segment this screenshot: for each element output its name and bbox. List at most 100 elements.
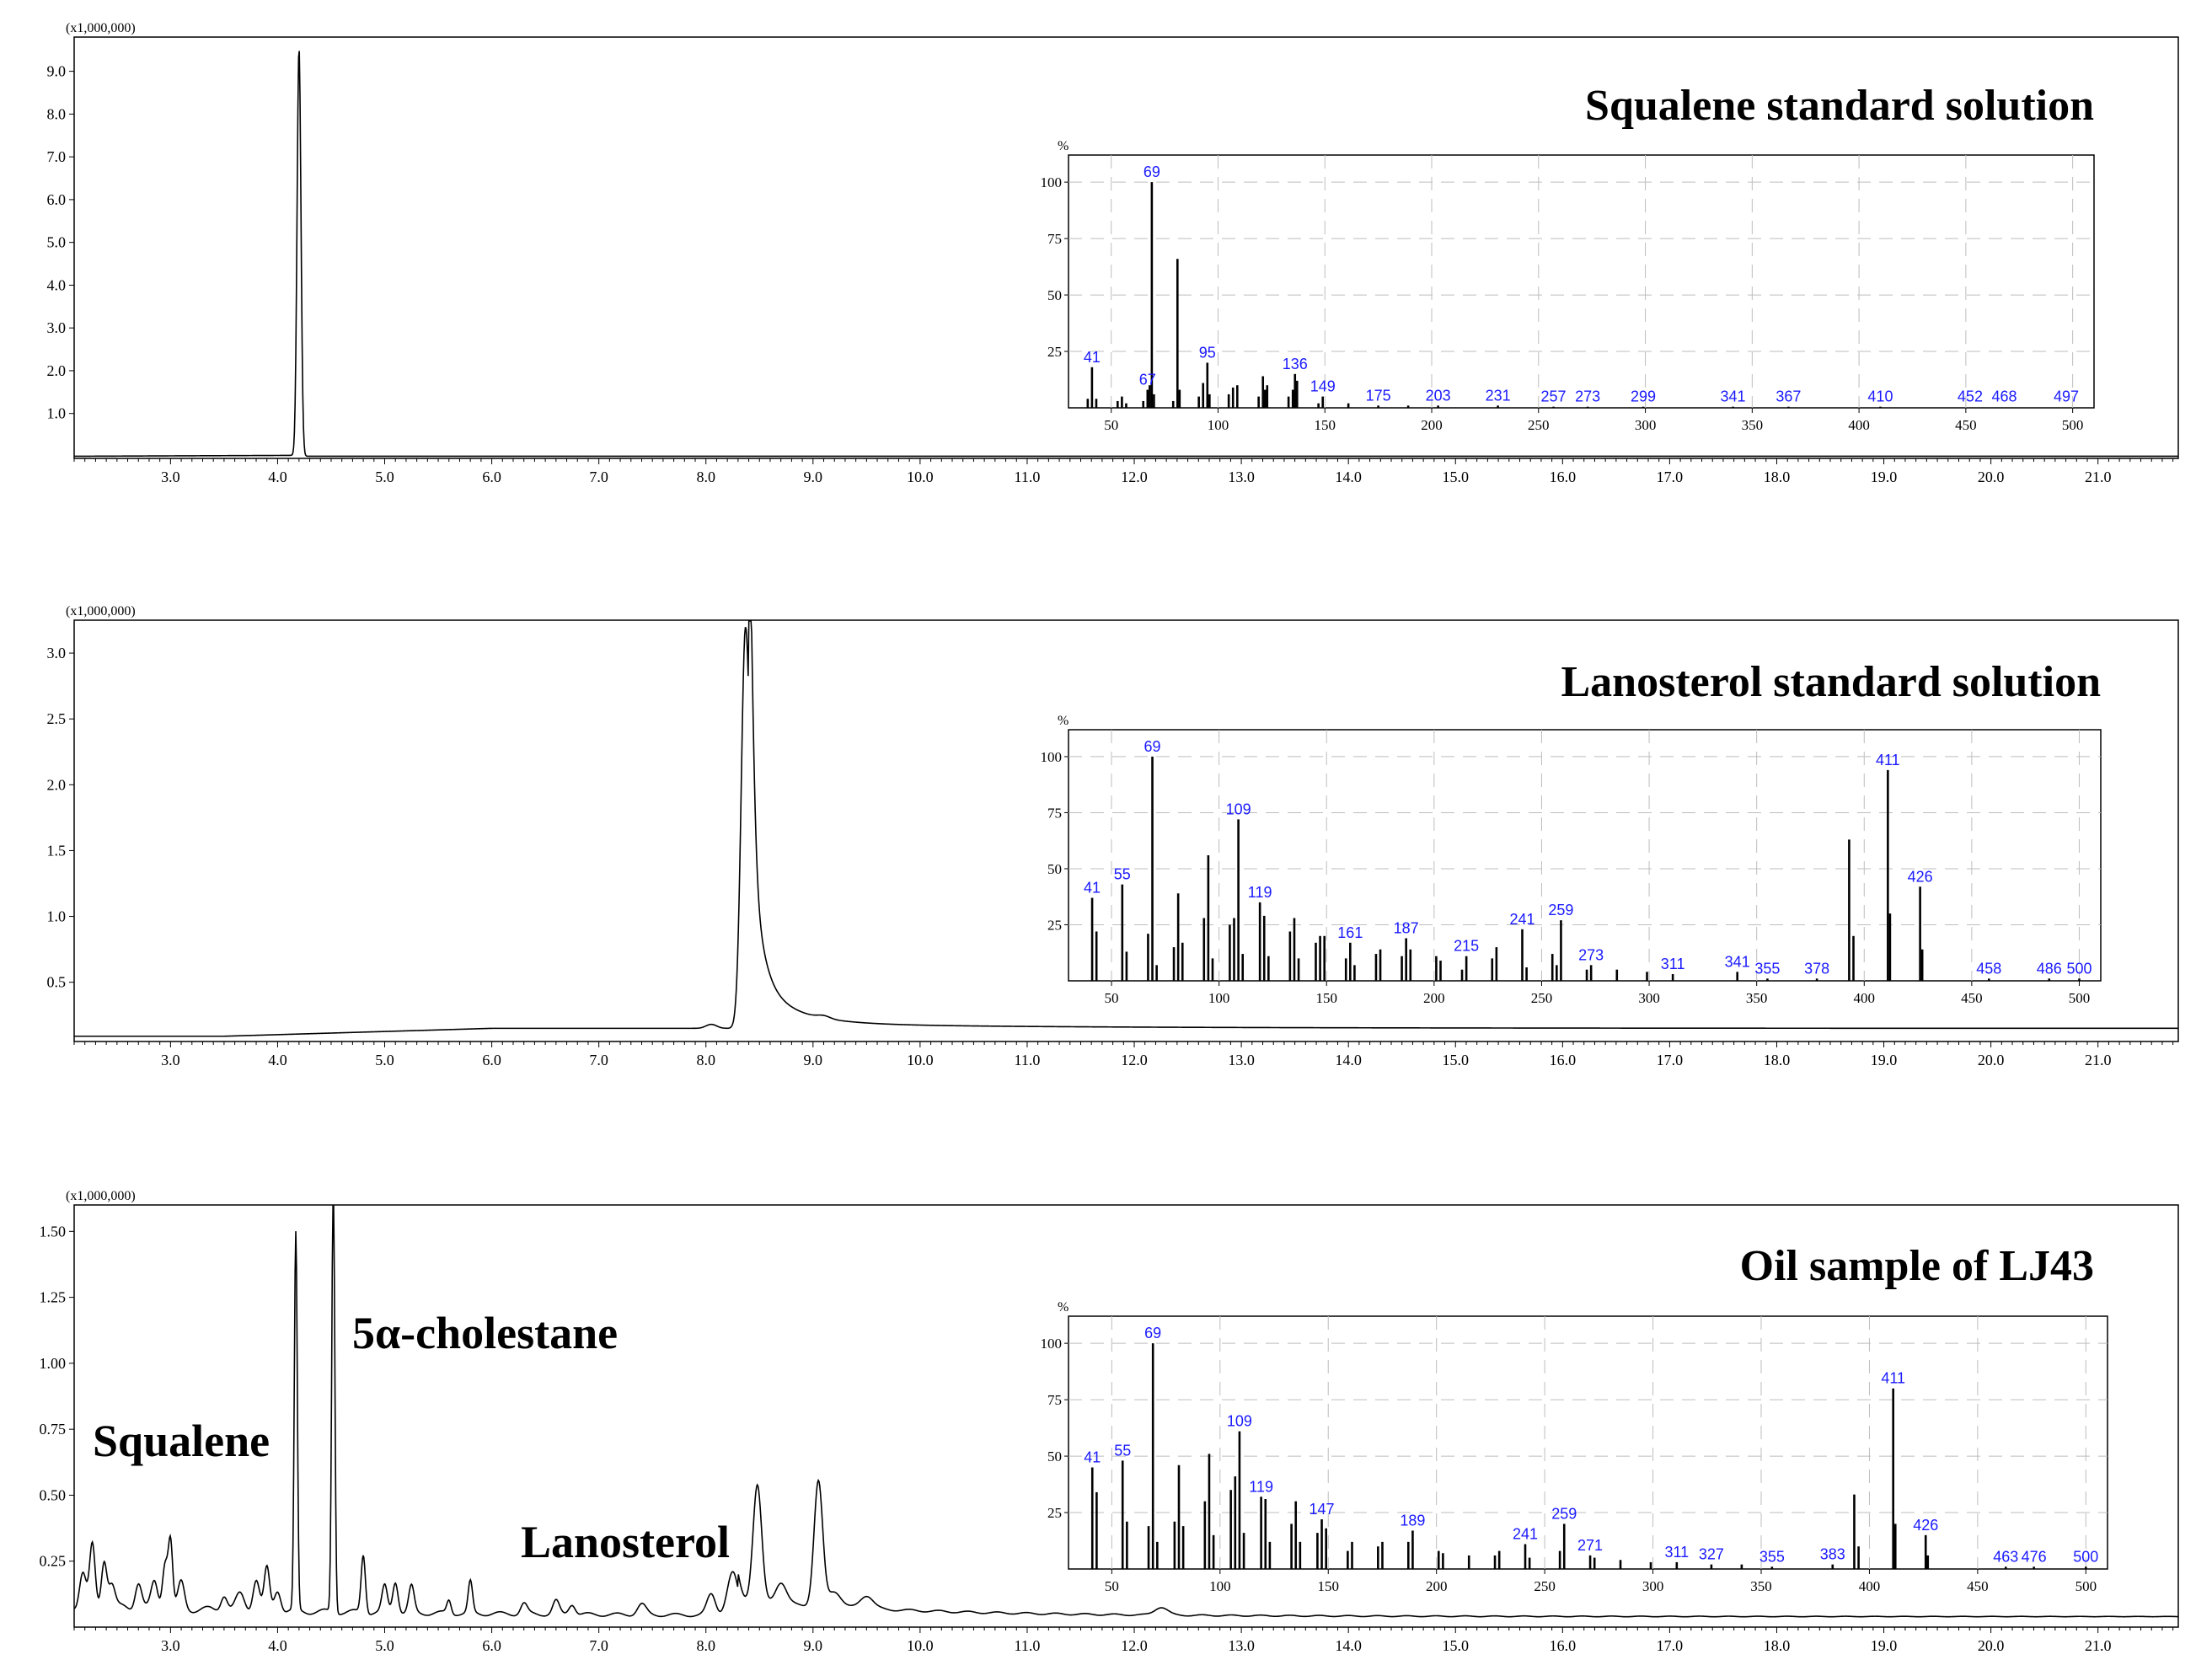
peak-label: 355 [1754, 960, 1780, 977]
x-tick-label: 9.0 [804, 469, 823, 485]
inset-x-tick-label: 200 [1426, 1578, 1448, 1594]
annotation-squalene: Squalene [93, 1416, 270, 1466]
x-tick-label: 20.0 [1978, 1052, 2005, 1068]
peak-label: 341 [1725, 953, 1750, 970]
x-tick-label: 21.0 [2085, 1052, 2112, 1068]
inset-x-tick-label: 300 [1642, 1578, 1664, 1594]
chromatogram-line [74, 51, 2178, 458]
panel-title: Oil sample of LJ43 [1740, 1242, 2094, 1290]
x-tick-label: 20.0 [1978, 1637, 2005, 1654]
inset-y-tick-label: 50 [1047, 861, 1062, 877]
peak-label: 411 [1876, 752, 1900, 768]
x-tick-label: 19.0 [1871, 1637, 1898, 1654]
y-tick-label: 3.0 [47, 319, 67, 336]
x-tick-label: 17.0 [1657, 1052, 1684, 1068]
y-tick-label: 6.0 [47, 191, 67, 208]
x-tick-label: 4.0 [268, 1637, 287, 1654]
y-tick-label: 2.5 [47, 710, 67, 727]
y-tick-label: 1.0 [47, 405, 67, 422]
panel-oil-sample: (x1,000,000) 3.0 4.0 5.0 6.0 7.0 8.0 9.0 10.0 11… [40, 1189, 2179, 1654]
peak-label: 69 [1144, 1325, 1161, 1341]
y-tick-label: 2.0 [47, 776, 67, 793]
inset-frame [1068, 729, 2102, 982]
peak-label: 55 [1114, 1442, 1131, 1459]
peak-label: 95 [1199, 344, 1216, 361]
inset-x-tick-label: 400 [1848, 417, 1870, 433]
peak-label: 41 [1084, 880, 1101, 897]
mass-spectrum-inset: % 50 100 150 200 250 300 350 400 450 500 25 50 75 100… [1041, 714, 2102, 1006]
inset-x-tick-label: 250 [1531, 990, 1553, 1006]
inset-content: 50 100 150 200 250 300 350 400 450 500 25 50 75 100 41… [1041, 1316, 2108, 1594]
peak-label: 69 [1144, 738, 1161, 755]
peak-label: 161 [1337, 924, 1363, 941]
peak-label: 383 [1820, 1546, 1845, 1563]
inset-y-tick-label: 75 [1047, 231, 1062, 247]
x-tick-label: 8.0 [696, 469, 715, 485]
inset-y-tick-label: 50 [1047, 287, 1062, 303]
inset-y-unit: % [1058, 139, 1069, 153]
peak-label: 231 [1486, 387, 1511, 404]
x-tick-label: 6.0 [482, 469, 501, 485]
x-tick-label: 18.0 [1764, 1637, 1791, 1654]
peak-label: 273 [1575, 388, 1600, 405]
inset-y-tick-label: 100 [1041, 1336, 1063, 1352]
x-tick-label: 12.0 [1121, 469, 1148, 485]
x-tick-label: 13.0 [1228, 1637, 1255, 1654]
inset-x-tick-label: 450 [1961, 990, 1983, 1006]
peak-label: 175 [1366, 387, 1391, 404]
peak-label: 67 [1139, 372, 1156, 388]
y-tick-label: 0.50 [40, 1486, 67, 1503]
peak-label: 378 [1804, 960, 1829, 977]
peak-label: 109 [1227, 1413, 1252, 1430]
inset-y-tick-label: 75 [1047, 805, 1062, 821]
inset-y-unit: % [1058, 1300, 1069, 1315]
inset-frame [1068, 1315, 2108, 1570]
peak-label: 410 [1867, 388, 1893, 405]
peak-label: 215 [1454, 938, 1479, 955]
inset-x-tick-label: 50 [1105, 1578, 1119, 1594]
inset-y-tick-label: 75 [1047, 1392, 1062, 1408]
x-tick-label: 19.0 [1871, 1052, 1898, 1068]
y-tick-label: 0.25 [40, 1553, 67, 1570]
x-tick-label: 10.0 [907, 1637, 934, 1654]
y-tick-label: 3.0 [47, 645, 67, 661]
axes: 3.0 4.0 5.0 6.0 7.0 8.0 9.0 10.0 11.0 12.0 13.0 14.… [40, 1223, 2174, 1654]
inset-x-tick-label: 350 [1742, 417, 1764, 433]
x-tick-label: 11.0 [1015, 1637, 1041, 1654]
x-tick-label: 7.0 [589, 1637, 608, 1654]
peak-label: 241 [1509, 911, 1534, 928]
x-tick-label: 5.0 [375, 469, 394, 485]
peak-label: 426 [1908, 868, 1933, 885]
inset-x-tick-label: 400 [1859, 1578, 1881, 1594]
x-tick-label: 13.0 [1228, 469, 1255, 485]
inset-x-tick-label: 300 [1635, 417, 1657, 433]
x-tick-label: 17.0 [1657, 469, 1684, 485]
y-tick-label: 5.0 [47, 234, 67, 251]
x-tick-label: 12.0 [1121, 1052, 1148, 1068]
inset-x-tick-label: 100 [1208, 990, 1230, 1006]
x-tick-label: 6.0 [482, 1052, 501, 1068]
inset-x-tick-label: 500 [2062, 417, 2084, 433]
inset-content: 50 100 150 200 250 300 350 400 450 500 25 50 75 100 41… [1041, 155, 2094, 433]
inset-y-tick-label: 25 [1047, 344, 1062, 360]
y-scale-label: (x1,000,000) [66, 21, 136, 35]
peak-label: 311 [1661, 956, 1685, 972]
inset-x-tick-label: 200 [1421, 417, 1443, 433]
peak-label: 136 [1283, 356, 1308, 372]
x-tick-label: 8.0 [696, 1637, 715, 1654]
peak-label: 189 [1400, 1512, 1425, 1529]
x-tick-label: 4.0 [268, 469, 287, 485]
peak-label: 367 [1775, 388, 1801, 405]
x-tick-label: 18.0 [1764, 1052, 1791, 1068]
x-tick-label: 10.0 [907, 1052, 934, 1068]
y-tick-label: 1.5 [47, 842, 67, 859]
x-tick-label: 21.0 [2085, 469, 2112, 485]
peak-label: 411 [1881, 1370, 1905, 1387]
peak-label: 241 [1513, 1526, 1538, 1543]
x-tick-label: 13.0 [1228, 1052, 1255, 1068]
x-tick-label: 11.0 [1015, 469, 1041, 485]
y-tick-label: 0.5 [47, 974, 67, 991]
peak-label: 119 [1249, 1478, 1273, 1495]
y-tick-label: 7.0 [47, 148, 67, 165]
x-tick-label: 14.0 [1335, 469, 1362, 485]
